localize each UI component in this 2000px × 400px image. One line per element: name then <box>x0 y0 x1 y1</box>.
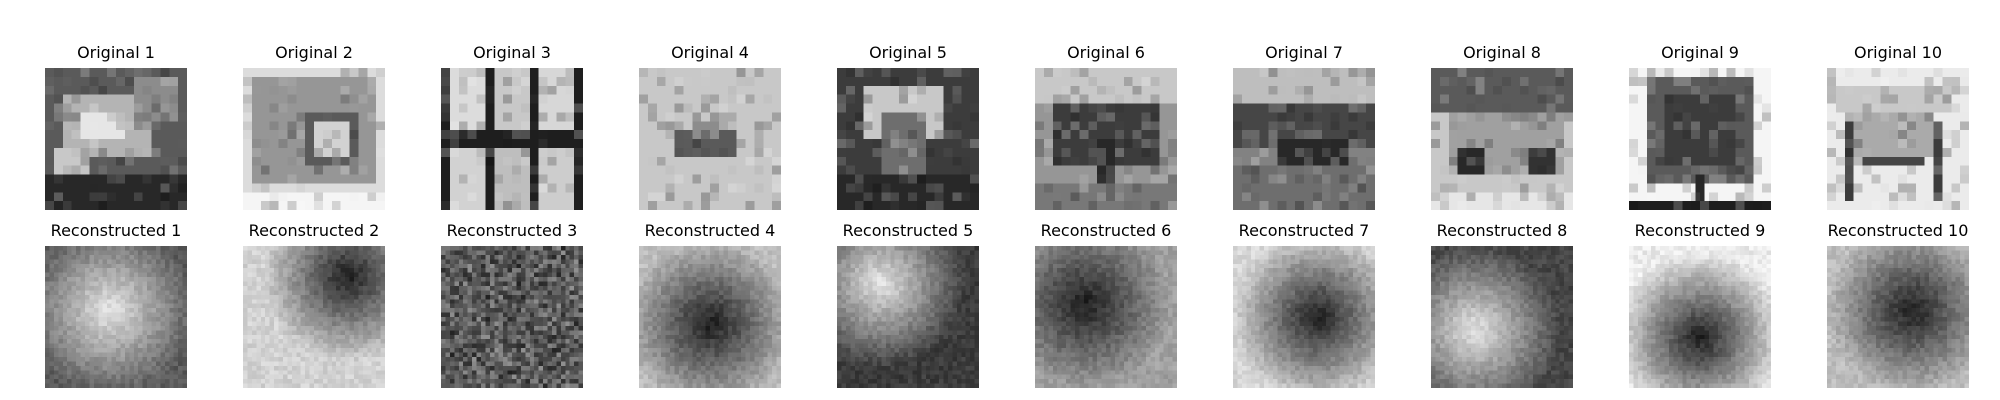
original-title-4: Original 4 <box>671 43 749 62</box>
original-image-10 <box>1827 68 1969 210</box>
original-image-3-pixels <box>441 68 583 210</box>
original-image-3 <box>441 68 583 210</box>
reconstructed-image-8 <box>1431 246 1573 388</box>
original-image-4 <box>639 68 781 210</box>
reconstructed-image-9-pixels <box>1629 246 1771 388</box>
reconstructed-title-5: Reconstructed 5 <box>842 221 974 240</box>
reconstructed-image-7 <box>1233 246 1375 388</box>
reconstructed-image-3 <box>441 246 583 388</box>
reconstructed-title-9: Reconstructed 9 <box>1634 221 1766 240</box>
original-image-1-pixels <box>45 68 187 210</box>
original-cell-9: Original 9 <box>1629 44 1771 210</box>
reconstructed-image-9 <box>1629 246 1771 388</box>
original-title-10: Original 10 <box>1853 43 1943 62</box>
reconstructed-image-7-pixels <box>1233 246 1375 388</box>
original-cell-3: Original 3 <box>441 44 583 210</box>
reconstructed-image-3-pixels <box>441 246 583 388</box>
reconstructed-title-6: Reconstructed 6 <box>1040 221 1172 240</box>
reconstructed-title-4: Reconstructed 4 <box>644 221 776 240</box>
original-image-8 <box>1431 68 1573 210</box>
reconstructed-cell-8: Reconstructed 8 <box>1431 222 1573 388</box>
original-image-9 <box>1629 68 1771 210</box>
reconstructed-image-1-pixels <box>45 246 187 388</box>
reconstructed-image-1 <box>45 246 187 388</box>
original-title-3: Original 3 <box>473 43 551 62</box>
reconstructed-cell-10: Reconstructed 10 <box>1827 222 1969 388</box>
reconstructed-image-8-pixels <box>1431 246 1573 388</box>
original-image-1 <box>45 68 187 210</box>
original-image-7-pixels <box>1233 68 1375 210</box>
original-image-7 <box>1233 68 1375 210</box>
original-title-8: Original 8 <box>1463 43 1541 62</box>
original-cell-2: Original 2 <box>243 44 385 210</box>
original-image-2 <box>243 68 385 210</box>
reconstructed-cell-5: Reconstructed 5 <box>837 222 979 388</box>
reconstructed-cell-3: Reconstructed 3 <box>441 222 583 388</box>
reconstructed-title-8: Reconstructed 8 <box>1436 221 1568 240</box>
reconstructed-image-5 <box>837 246 979 388</box>
reconstructed-image-2-pixels <box>243 246 385 388</box>
reconstructed-image-5-pixels <box>837 246 979 388</box>
original-title-7: Original 7 <box>1265 43 1343 62</box>
reconstructed-cell-6: Reconstructed 6 <box>1035 222 1177 388</box>
original-image-9-pixels <box>1629 68 1771 210</box>
original-image-8-pixels <box>1431 68 1573 210</box>
reconstructed-cell-1: Reconstructed 1 <box>45 222 187 388</box>
reconstructed-image-10-pixels <box>1827 246 1969 388</box>
reconstructed-title-3: Reconstructed 3 <box>446 221 578 240</box>
original-image-5 <box>837 68 979 210</box>
reconstructed-image-2 <box>243 246 385 388</box>
original-image-6 <box>1035 68 1177 210</box>
original-title-5: Original 5 <box>869 43 947 62</box>
reconstructed-title-2: Reconstructed 2 <box>248 221 380 240</box>
reconstructed-cell-9: Reconstructed 9 <box>1629 222 1771 388</box>
original-image-10-pixels <box>1827 68 1969 210</box>
original-image-2-pixels <box>243 68 385 210</box>
reconstructed-image-6 <box>1035 246 1177 388</box>
reconstructed-cell-4: Reconstructed 4 <box>639 222 781 388</box>
reconstructed-cell-7: Reconstructed 7 <box>1233 222 1375 388</box>
original-title-1: Original 1 <box>77 43 155 62</box>
reconstructed-image-4 <box>639 246 781 388</box>
original-cell-7: Original 7 <box>1233 44 1375 210</box>
reconstructed-title-1: Reconstructed 1 <box>50 221 182 240</box>
original-cell-10: Original 10 <box>1827 44 1969 210</box>
original-title-2: Original 2 <box>275 43 353 62</box>
original-image-5-pixels <box>837 68 979 210</box>
original-cell-5: Original 5 <box>837 44 979 210</box>
reconstructed-title-7: Reconstructed 7 <box>1238 221 1370 240</box>
original-image-6-pixels <box>1035 68 1177 210</box>
original-cell-1: Original 1 <box>45 44 187 210</box>
reconstructed-image-4-pixels <box>639 246 781 388</box>
reconstructed-image-10 <box>1827 246 1969 388</box>
reconstructed-cell-2: Reconstructed 2 <box>243 222 385 388</box>
reconstructed-title-10: Reconstructed 10 <box>1827 221 1969 240</box>
original-image-4-pixels <box>639 68 781 210</box>
original-cell-4: Original 4 <box>639 44 781 210</box>
reconstructed-image-6-pixels <box>1035 246 1177 388</box>
original-title-6: Original 6 <box>1067 43 1145 62</box>
original-cell-6: Original 6 <box>1035 44 1177 210</box>
original-cell-8: Original 8 <box>1431 44 1573 210</box>
original-title-9: Original 9 <box>1661 43 1739 62</box>
